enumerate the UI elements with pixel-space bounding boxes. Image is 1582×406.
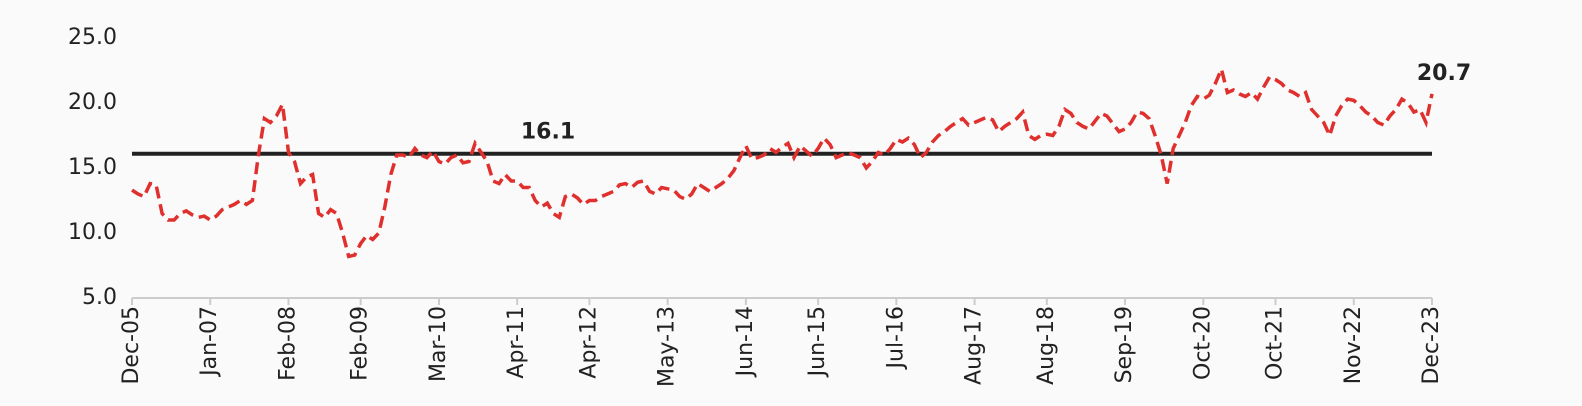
x-tick-label: Oct-20 <box>1190 306 1215 380</box>
last-value-label: 20.7 <box>1417 61 1471 86</box>
x-tick-label: Dec-05 <box>119 306 144 385</box>
x-tick-label: Aug-18 <box>1034 306 1059 385</box>
x-tick-label: Jun-15 <box>805 306 830 378</box>
x-tick-label: Dec-23 <box>1419 306 1444 385</box>
y-tick-label: 25.0 <box>68 25 117 50</box>
x-tick-label: Sep-19 <box>1112 306 1137 383</box>
x-tick-label: Aug-17 <box>962 306 987 385</box>
series-line <box>131 63 1434 259</box>
x-tick-label: Apr-11 <box>504 306 529 379</box>
x-tick-label: Jun-14 <box>733 306 758 378</box>
x-tick-label: Oct-21 <box>1263 306 1288 380</box>
y-tick-label: 20.0 <box>68 90 117 115</box>
x-tick-label: Nov-22 <box>1341 306 1366 384</box>
x-tick-label: Apr-12 <box>576 306 601 379</box>
x-tick-label: Jan-07 <box>197 306 222 378</box>
x-tick-label: Feb-08 <box>275 306 300 381</box>
x-tick-label: Feb-09 <box>348 306 373 381</box>
x-tick-label: May-13 <box>655 306 680 387</box>
y-tick-label: 5.0 <box>82 285 117 310</box>
y-tick-label: 10.0 <box>68 220 117 245</box>
x-tick-label: Mar-10 <box>426 306 451 382</box>
average-label: 16.1 <box>521 120 575 145</box>
x-tick-label: Jul-16 <box>883 306 908 370</box>
y-tick-label: 15.0 <box>68 155 117 180</box>
